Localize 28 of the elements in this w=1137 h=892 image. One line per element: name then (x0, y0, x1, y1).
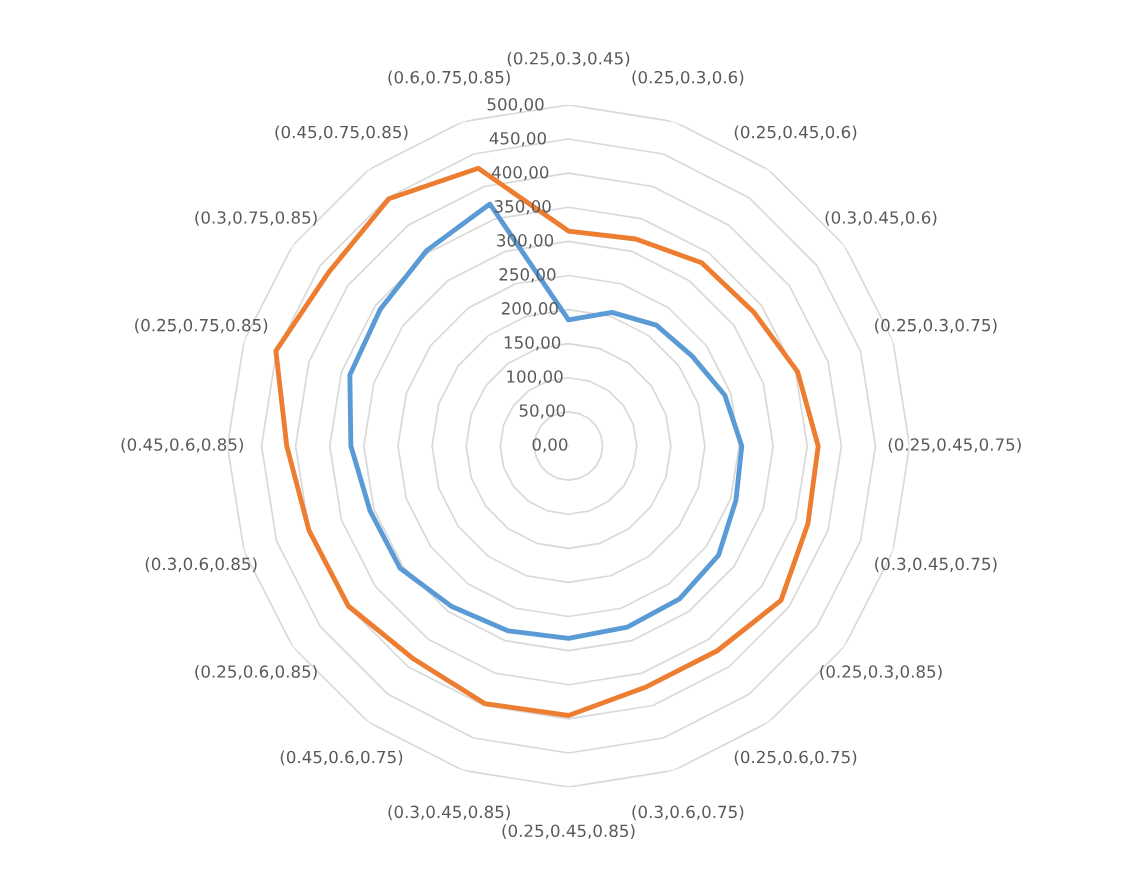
y-tick-label: 500,00 (487, 97, 544, 113)
spoke-label: (0.25,0.3,0.45) (507, 51, 630, 67)
spoke-label: (0.3,0.6,0.75) (632, 805, 744, 821)
spoke-label: (0.25,0.3,0.75) (875, 318, 997, 334)
y-tick-label: 450,00 (489, 131, 546, 147)
spoke-label: (0.25,0.3,0.6) (632, 70, 744, 86)
spoke-label: (0.25,0.6,0.85) (195, 664, 317, 680)
y-tick-label: 100,00 (507, 370, 563, 385)
spoke-label: (0.45,0.75,0.85) (275, 125, 408, 141)
spoke-label: (0.25,0.45,0.6) (734, 125, 857, 141)
spoke-label: (0.25,0.75,0.85) (135, 318, 268, 334)
spoke-label: (0.3,0.6,0.85) (145, 557, 257, 573)
y-tick-label: 400,00 (491, 166, 549, 181)
spoke-label: (0.25,0.3,0.85) (820, 664, 942, 680)
y-tick-label: 150,00 (504, 336, 561, 351)
spoke-label: (0.3,0.45,0.6) (825, 210, 937, 226)
spoke-label: (0.25,0.45,0.85) (502, 824, 635, 840)
spoke-label: (0.25,0.45,0.75) (888, 437, 1021, 453)
spoke-label: (0.45,0.6,0.85) (121, 437, 243, 453)
spoke-label: (0.6,0.75,0.85) (388, 70, 510, 86)
spoke-label: (0.45,0.6,0.75) (280, 750, 403, 766)
spoke-label: (0.3,0.75,0.85) (195, 210, 317, 226)
spoke-label: (0.25,0.6,0.75) (734, 750, 857, 766)
spoke-label: (0.3,0.45,0.85) (388, 805, 510, 821)
spoke-label: (0.3,0.45,0.75) (875, 557, 997, 573)
y-tick-label: 200,00 (501, 302, 558, 317)
y-tick-label: 0,00 (532, 438, 568, 453)
y-tick-label: 50,00 (519, 404, 566, 419)
